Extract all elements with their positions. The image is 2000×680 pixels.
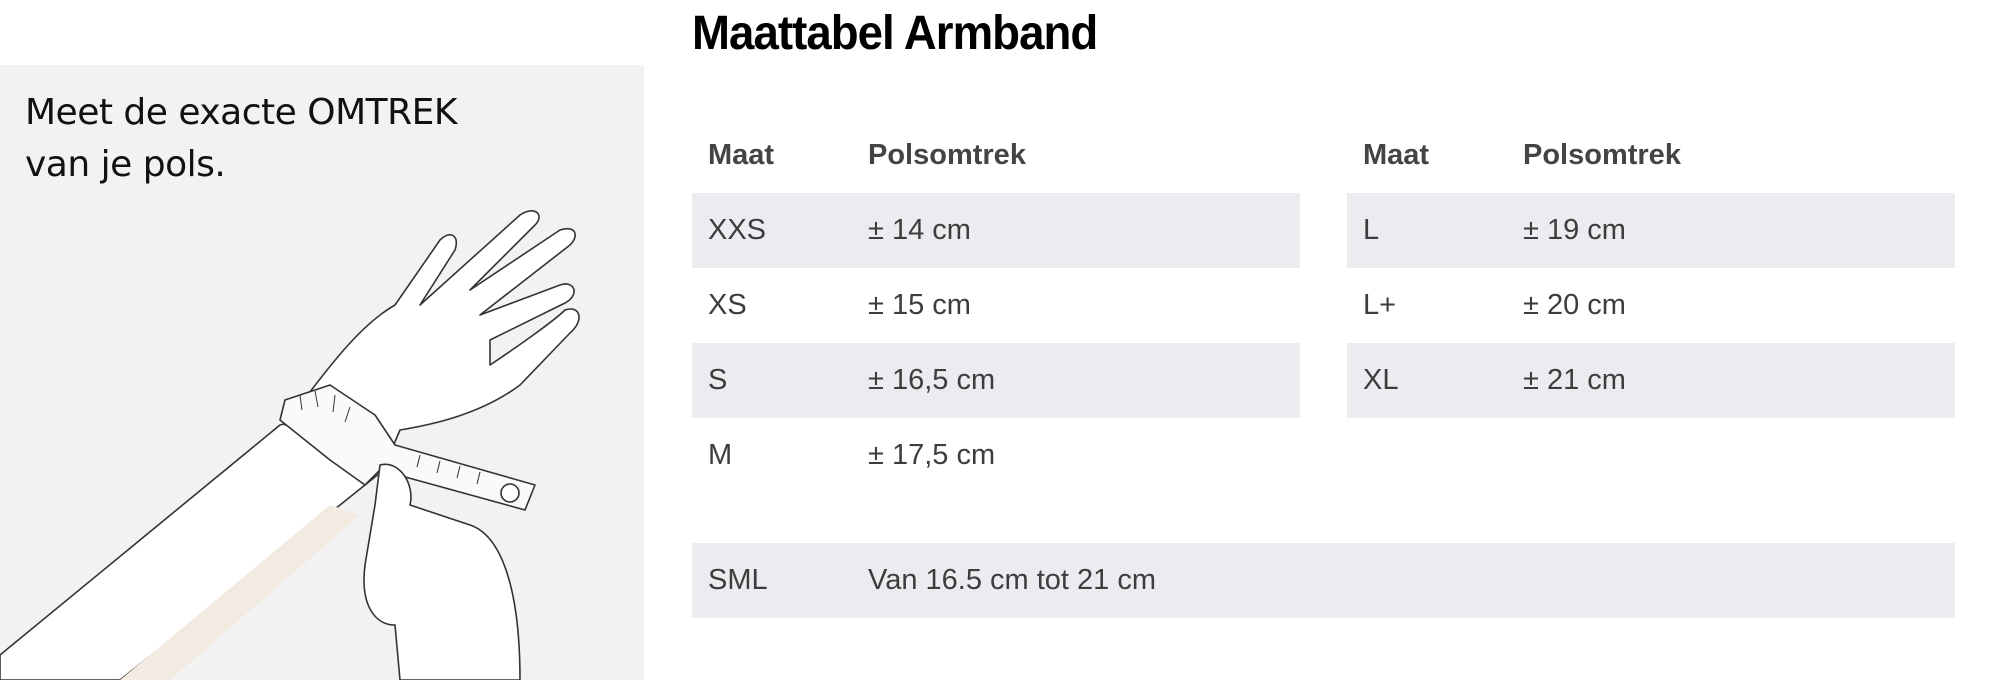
value-cell: ± 19 cm xyxy=(1523,214,1626,246)
table-header: Maat Polsomtrek xyxy=(1347,118,1955,193)
header-size: Maat xyxy=(1363,139,1430,171)
size-cell: XL xyxy=(1363,364,1399,396)
header-circumference: Polsomtrek xyxy=(868,139,1026,171)
wrist-measuring-illustration xyxy=(0,210,580,680)
size-table-sml: SML Van 16.5 cm tot 21 cm xyxy=(692,543,1955,618)
table-row: S ± 16,5 cm xyxy=(692,343,1300,418)
table-row: XL ± 21 cm xyxy=(1347,343,1955,418)
instruction-line-1: Meet de exacte OMTREK xyxy=(25,92,458,133)
size-cell: XXS xyxy=(708,214,767,246)
table-row: L ± 19 cm xyxy=(1347,193,1955,268)
table-row: L+ ± 20 cm xyxy=(1347,268,1955,343)
value-cell: ± 17,5 cm xyxy=(868,439,996,471)
value-cell: ± 15 cm xyxy=(868,289,971,321)
value-cell: Van 16.5 cm tot 21 cm xyxy=(868,564,1156,596)
size-table-right: Maat Polsomtrek L ± 19 cm L+ ± 20 cm XL … xyxy=(1347,118,1955,418)
table-row: XS ± 15 cm xyxy=(692,268,1300,343)
page-title: Maattabel Armband xyxy=(692,7,1098,60)
value-cell: ± 16,5 cm xyxy=(868,364,996,396)
size-cell: L+ xyxy=(1363,289,1397,321)
table-row: M ± 17,5 cm xyxy=(692,418,1300,493)
value-cell: ± 21 cm xyxy=(1523,364,1626,396)
value-cell: ± 20 cm xyxy=(1523,289,1626,321)
measure-instruction: Meet de exacte OMTREK van je pols. xyxy=(25,87,458,191)
table-row: XXS ± 14 cm xyxy=(692,193,1300,268)
value-cell: ± 14 cm xyxy=(868,214,971,246)
header-size: Maat xyxy=(708,139,775,171)
size-cell: SML xyxy=(708,564,768,596)
header-circumference: Polsomtrek xyxy=(1523,139,1681,171)
illustration-panel: Meet de exacte OMTREK van je pols. xyxy=(0,65,644,680)
size-cell: L xyxy=(1363,214,1380,246)
size-cell: S xyxy=(708,364,728,396)
instruction-line-2: van je pols. xyxy=(25,144,226,185)
size-table-left: Maat Polsomtrek XXS ± 14 cm XS ± 15 cm S… xyxy=(692,118,1300,493)
table-row-sml: SML Van 16.5 cm tot 21 cm xyxy=(692,543,1955,618)
size-cell: XS xyxy=(708,289,747,321)
size-cell: M xyxy=(708,439,733,471)
table-header: Maat Polsomtrek xyxy=(692,118,1300,193)
